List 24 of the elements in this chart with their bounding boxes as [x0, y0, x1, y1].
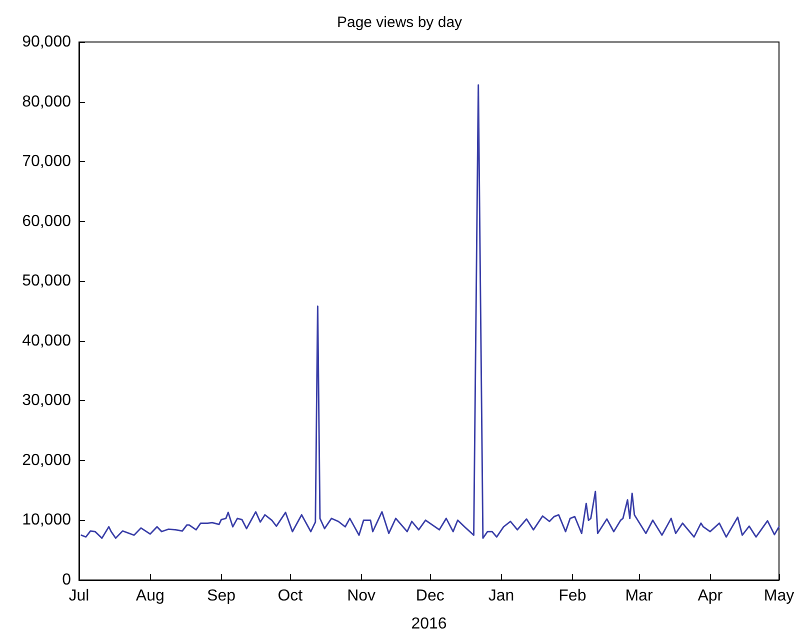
y-tick-label: 90,000	[22, 34, 72, 50]
x-tick-label: Aug	[136, 588, 164, 604]
x-axis-title: 2016	[411, 616, 447, 632]
x-tick-label: Apr	[698, 588, 724, 604]
y-tick-label: 10,000	[22, 512, 72, 529]
x-tick-label: Jan	[488, 588, 514, 604]
y-tick-label: 70,000	[22, 153, 72, 170]
y-tick-label: 60,000	[22, 212, 72, 230]
y-tick-label: 50,000	[22, 272, 72, 290]
x-tick-label: Oct	[278, 588, 304, 604]
x-tick-label: Nov	[347, 588, 376, 604]
line-series	[80, 84, 780, 539]
x-tick-label: Sep	[207, 588, 236, 604]
x-tick-label: Jul	[68, 588, 90, 604]
x-tick-label: Feb	[558, 588, 586, 604]
x-tick-label: Dec	[416, 588, 444, 604]
x-tick-label: May	[764, 588, 794, 604]
y-tick-label: 30,000	[22, 392, 72, 410]
y-tick-label: 20,000	[22, 452, 72, 469]
y-tick-label: 40,000	[22, 332, 72, 350]
x-tick-label: Mar	[625, 588, 654, 604]
y-tick-label: 80,000	[22, 93, 72, 110]
y-tick-label: 0	[62, 572, 72, 588]
chart-title: Page views by day	[336, 14, 463, 31]
